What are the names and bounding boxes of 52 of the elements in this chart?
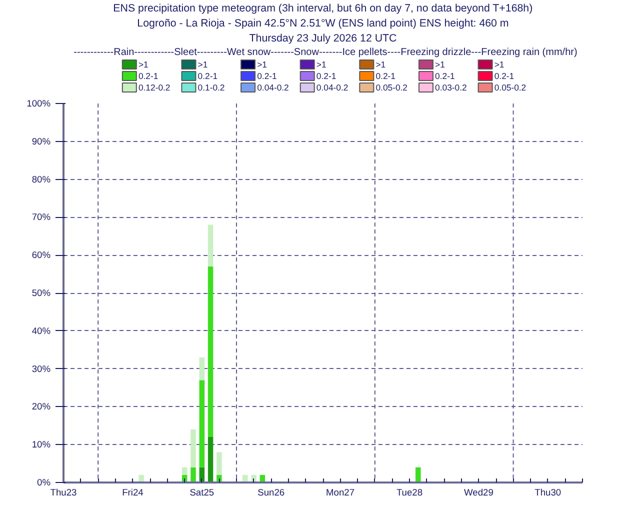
legend-label: 0.04-0.2	[316, 82, 348, 92]
legend-label: 0.2-1	[494, 71, 514, 81]
x-tick-label: Thu30	[534, 488, 562, 498]
y-tick-label: 80%	[32, 174, 50, 184]
legend-label: 0.1-0.2	[198, 82, 225, 92]
bar	[216, 452, 222, 475]
bar	[208, 266, 214, 438]
legend-label: >1	[138, 60, 149, 70]
y-tick-label: 10%	[32, 440, 50, 450]
legend-label: 0.05-0.2	[376, 82, 408, 92]
legend-label: 0.12-0.2	[138, 82, 170, 92]
legend-label: 0.03-0.2	[435, 82, 467, 92]
legend-label: >1	[198, 60, 208, 70]
bar	[190, 467, 196, 482]
legend-label: 0.2-1	[316, 71, 336, 81]
y-tick-label: 40%	[32, 326, 50, 336]
legend-label: 0.05-0.2	[494, 82, 526, 92]
bar	[199, 357, 204, 380]
bar	[208, 437, 214, 482]
x-tick-label: Mon27	[326, 488, 355, 498]
x-tick-label: Fri24	[122, 488, 144, 498]
y-tick-label: 70%	[32, 212, 50, 222]
x-tick-label: Wed29	[464, 488, 494, 498]
legend-label: 0.2-1	[435, 71, 455, 81]
legend-label: >1	[316, 60, 326, 70]
bar	[190, 429, 196, 468]
bar	[182, 467, 188, 475]
y-tick-label: 100%	[26, 98, 50, 108]
y-tick-label: 30%	[32, 364, 50, 374]
legend-label: 0.2-1	[138, 71, 158, 81]
y-tick-label: 90%	[32, 136, 50, 146]
y-tick-label: 60%	[32, 250, 50, 260]
legend-label: 0.2-1	[376, 71, 396, 81]
legend-label: 0.04-0.2	[257, 82, 290, 92]
x-tick-label: Sun26	[258, 488, 285, 498]
legend-title: ------------Rain------------Sleet---------Wet snow-------Snow-------Ice pellets----Freezing drizzle---Freezing rain (mm/hr)	[74, 47, 578, 58]
chart-title: ENS precipitation type meteogram (3h interval, but 6h on day 7, no data beyond T+168h)	[113, 2, 533, 14]
bar	[208, 224, 214, 266]
x-tick-label: Thu23	[50, 488, 77, 498]
y-tick-label: 50%	[32, 288, 50, 298]
bar	[199, 380, 204, 468]
legend-label: 0.2-1	[257, 71, 278, 81]
y-tick-label: 0%	[37, 478, 50, 488]
legend-label: >1	[494, 60, 504, 70]
legend-label: 0.2-1	[198, 71, 218, 81]
x-tick-label: Tue28	[396, 488, 423, 498]
y-tick-label: 20%	[32, 402, 50, 412]
chart-subtitle: Logroño - La Rioja - Spain 42.5°N 2.51°W (ENS land point) ENS height: 460 m Thursday 23 July 2026 12 UTC	[137, 18, 509, 44]
legend-label: >1	[257, 60, 268, 70]
legend-label: >1	[435, 60, 446, 70]
x-tick-label: Sat25	[190, 488, 214, 498]
legend-label: >1	[376, 60, 386, 70]
